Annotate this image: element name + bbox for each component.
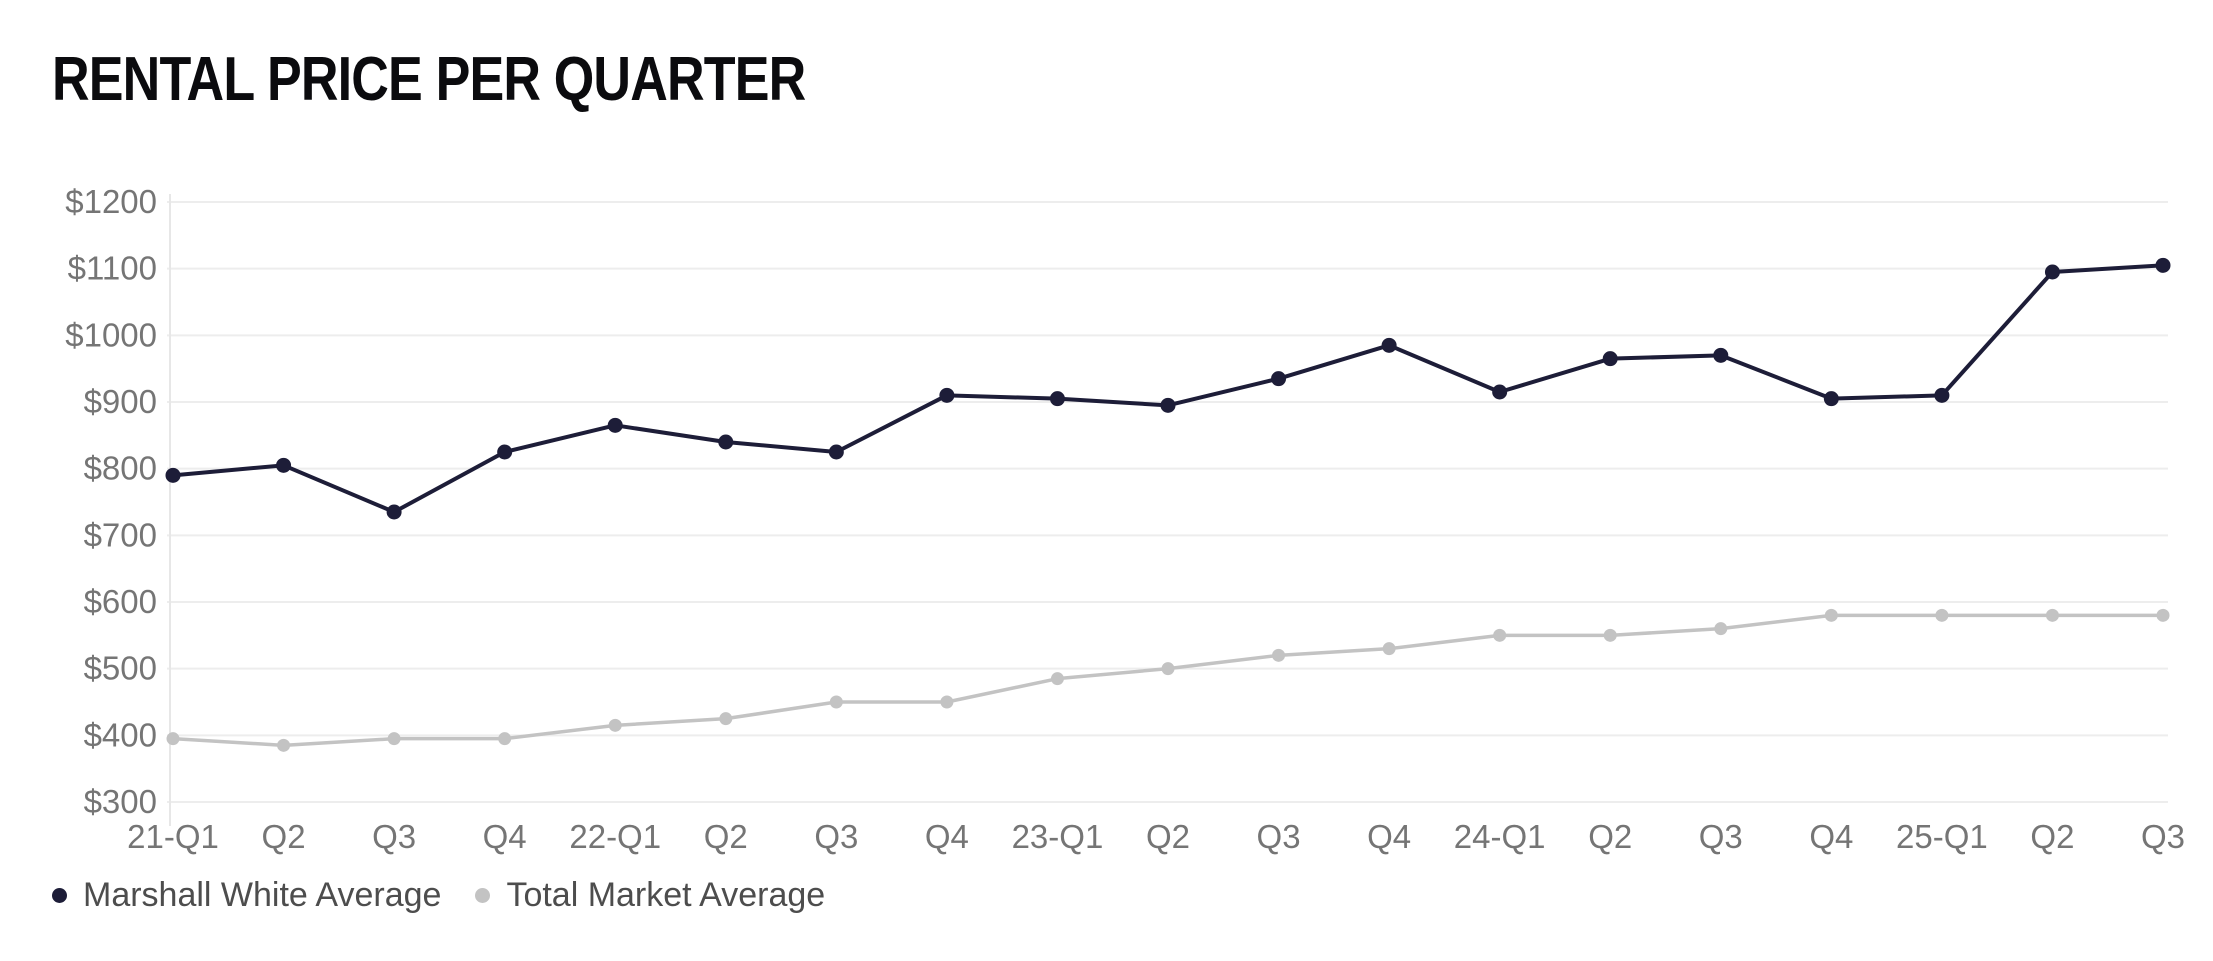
x-tick-label: Q2	[1146, 818, 1190, 855]
chart-legend: Marshall White Average Total Market Aver…	[52, 876, 825, 915]
data-point	[1934, 387, 1950, 403]
data-point	[2045, 608, 2059, 622]
y-tick-label: $600	[84, 583, 157, 620]
data-point	[386, 504, 402, 520]
y-tick-label: $800	[84, 450, 157, 487]
data-point	[498, 732, 512, 746]
data-point	[1160, 397, 1176, 413]
data-point	[939, 387, 955, 403]
data-point	[1271, 371, 1287, 387]
data-point	[1602, 351, 1618, 367]
data-point	[1161, 662, 1175, 676]
data-point	[2155, 257, 2171, 273]
x-tick-label: Q2	[262, 818, 306, 855]
legend-dot-total-market-icon	[475, 888, 491, 903]
data-point	[387, 732, 401, 746]
data-point	[166, 732, 180, 746]
data-point	[277, 738, 291, 752]
data-point	[1381, 337, 1397, 353]
data-point	[607, 417, 623, 433]
series-line-0	[172, 263, 2164, 514]
y-tick-label: $400	[84, 716, 157, 753]
x-tick-label: Q4	[925, 818, 969, 855]
legend-item-marshall-white: Marshall White Average	[52, 876, 441, 915]
x-tick-label: Q4	[483, 818, 527, 855]
x-tick-label: Q3	[1257, 818, 1301, 855]
data-point	[1493, 628, 1507, 642]
series-line-1	[172, 613, 2163, 748]
legend-item-total-market: Total Market Average	[475, 876, 825, 915]
data-point	[1935, 608, 1949, 622]
x-tick-label: 22-Q1	[569, 818, 661, 855]
x-tick-label: Q2	[1588, 818, 1632, 855]
data-point	[718, 434, 734, 450]
legend-label-marshall-white: Marshall White Average	[83, 876, 442, 914]
legend-label-total-market: Total Market Average	[506, 876, 826, 914]
chart-title: RENTAL PRICE PER QUARTER	[52, 45, 806, 114]
data-point	[497, 444, 513, 460]
x-tick-label: Q4	[1809, 818, 1853, 855]
y-tick-label: $300	[84, 783, 157, 820]
data-point	[719, 712, 733, 726]
x-tick-label: Q3	[1699, 818, 1743, 855]
data-point	[2044, 264, 2060, 280]
x-tick-label: 23-Q1	[1012, 818, 1104, 855]
data-point	[1603, 628, 1617, 642]
data-point	[1272, 648, 1286, 662]
data-point	[276, 457, 292, 473]
y-tick-label: $1100	[68, 250, 157, 287]
legend-dot-marshall-white-icon	[52, 888, 67, 903]
x-tick-label: Q2	[704, 818, 748, 855]
x-tick-label: 21-Q1	[127, 818, 219, 855]
data-point	[1823, 391, 1839, 407]
x-tick-label: Q3	[372, 818, 416, 855]
y-tick-label: $1000	[65, 316, 157, 353]
x-tick-label: Q2	[2030, 818, 2074, 855]
x-tick-label: Q3	[2141, 818, 2185, 855]
data-point	[1050, 672, 1064, 686]
data-point	[1382, 642, 1396, 656]
data-point	[1492, 384, 1508, 400]
data-point	[1824, 608, 1838, 622]
line-chart: $300 $400 $500 $600 $700 $800 $900 $1000 $1100 $1…	[65, 183, 2185, 855]
data-point	[940, 695, 954, 709]
data-point	[1713, 347, 1729, 363]
x-tick-label: Q3	[814, 818, 858, 855]
data-point	[828, 444, 844, 460]
y-tick-label: $700	[84, 516, 157, 553]
data-point	[1714, 622, 1728, 636]
x-tick-label: Q4	[1367, 818, 1411, 855]
y-tick-label: $500	[84, 650, 157, 687]
y-tick-label: $1200	[65, 183, 157, 220]
data-point	[608, 718, 622, 732]
y-tick-label: $900	[84, 383, 157, 420]
x-tick-label: 25-Q1	[1896, 818, 1988, 855]
data-point	[2156, 608, 2170, 622]
data-point	[829, 695, 843, 709]
data-point	[1049, 391, 1065, 407]
x-tick-label: 24-Q1	[1454, 818, 1546, 855]
data-point	[165, 467, 181, 483]
